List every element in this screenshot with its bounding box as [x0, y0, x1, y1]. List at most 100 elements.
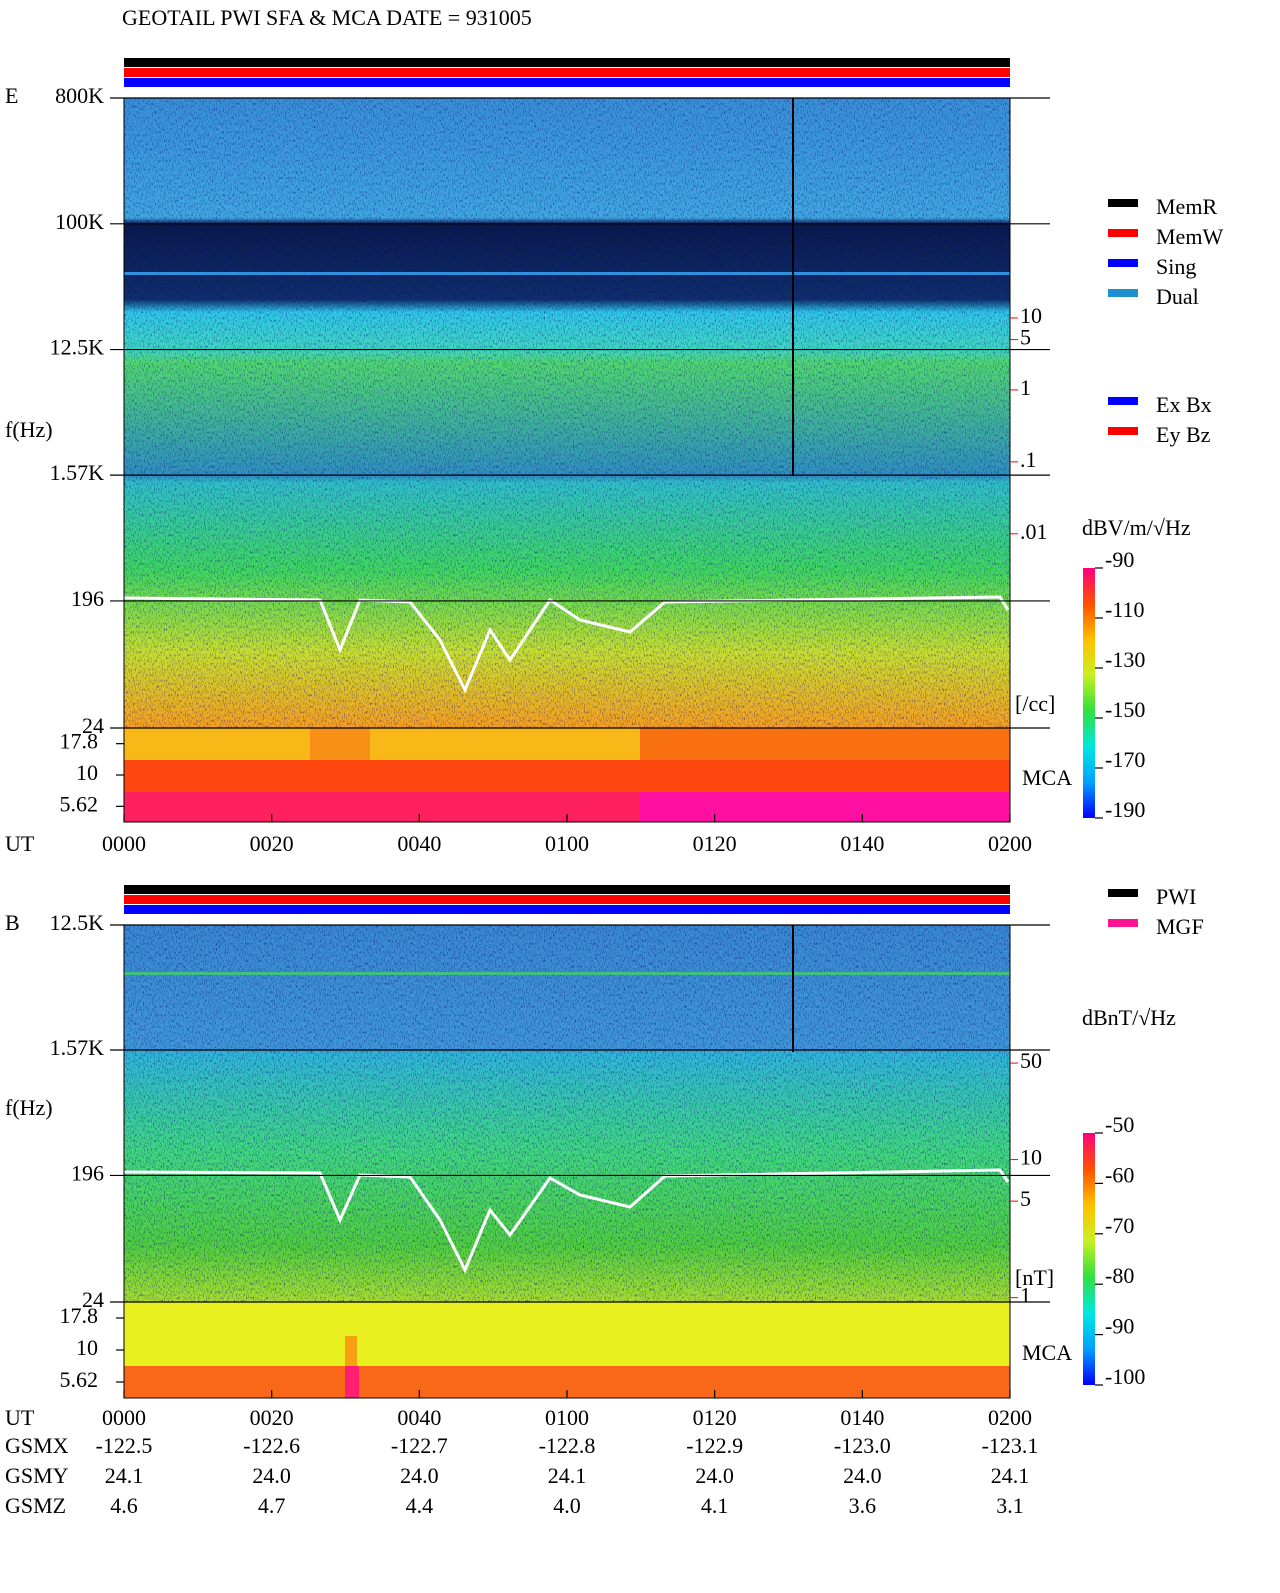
- colorbar-tick-label: -150: [1105, 697, 1145, 722]
- orbit-value: 4.1: [701, 1493, 729, 1518]
- legend-label: PWI: [1156, 884, 1196, 909]
- status-bar: [124, 78, 1010, 87]
- y-axis-label: f(Hz): [5, 1095, 53, 1120]
- orbit-value: -123.1: [982, 1433, 1039, 1458]
- orbit-value: -122.6: [243, 1433, 300, 1458]
- orbit-label: GSMZ: [5, 1493, 66, 1518]
- legend-label: Ey Bz: [1156, 422, 1211, 447]
- orbit-value: -123.0: [834, 1433, 891, 1458]
- panel-label: B: [5, 910, 20, 935]
- mca-channel-label: 10: [76, 1335, 98, 1360]
- orbit-label: GSMY: [5, 1463, 69, 1488]
- y2-tick-label: 5: [1020, 1186, 1031, 1211]
- y-tick-label: 12.5K: [50, 335, 105, 360]
- orbit-value: 24.0: [843, 1463, 882, 1488]
- orbit-label: GSMX: [5, 1433, 69, 1458]
- colorbar-tick-label: -110: [1105, 597, 1145, 622]
- y-tick-label: 196: [71, 1160, 104, 1185]
- y-tick-label: 24: [82, 1287, 104, 1312]
- orbit-value: 24.1: [105, 1463, 144, 1488]
- mca-channel-label: 17.8: [60, 729, 99, 754]
- y2-unit: [/cc]: [1015, 691, 1055, 716]
- colorbar-tick-label: -60: [1105, 1162, 1134, 1187]
- y2-tick-label: 1: [1020, 1283, 1031, 1308]
- y-tick-label: 24: [82, 713, 104, 738]
- mca-channel-label: 5.62: [60, 1367, 99, 1392]
- colorbar-tick-label: -130: [1105, 647, 1145, 672]
- status-bar: [124, 68, 1010, 77]
- legend-label: Dual: [1156, 284, 1199, 309]
- colorbar-tick-label: -190: [1105, 797, 1145, 822]
- status-bar: [124, 58, 1010, 67]
- orbit-value: 24.1: [991, 1463, 1030, 1488]
- x-tick-label: 0000: [102, 1405, 146, 1430]
- y2-tick-label: 5: [1020, 325, 1031, 350]
- legend-swatch: [1108, 397, 1138, 405]
- y2-tick-label: 50: [1020, 1048, 1042, 1073]
- colorbar-tick-label: -50: [1105, 1112, 1134, 1137]
- legend-label: MemW: [1156, 224, 1223, 249]
- x-tick-label: 0140: [840, 831, 884, 856]
- colorbar-title: dBnT/√Hz: [1082, 1005, 1176, 1030]
- x-axis-label: UT: [5, 831, 35, 856]
- x-tick-label: 0040: [397, 831, 441, 856]
- colorbar-tick-label: -90: [1105, 1314, 1134, 1339]
- orbit-value: 24.1: [548, 1463, 587, 1488]
- x-tick-label: 0020: [250, 831, 294, 856]
- y-tick-label: 12.5K: [50, 910, 105, 935]
- mca-label: MCA: [1022, 765, 1072, 790]
- y2-tick-label: .1: [1020, 447, 1037, 472]
- colorbar-tick-label: -90: [1105, 547, 1134, 572]
- x-tick-label: 0200: [988, 1405, 1032, 1430]
- y2-tick-label: .01: [1020, 519, 1048, 544]
- orbit-value: 3.6: [849, 1493, 877, 1518]
- legend-swatch: [1108, 427, 1138, 435]
- colorbar: [1083, 1133, 1095, 1385]
- orbit-value: -122.5: [96, 1433, 153, 1458]
- x-tick-label: 0040: [397, 1405, 441, 1430]
- orbit-value: -122.7: [391, 1433, 448, 1458]
- x-tick-label: 0120: [693, 1405, 737, 1430]
- orbit-value: 4.6: [110, 1493, 138, 1518]
- x-tick-label: 0120: [693, 831, 737, 856]
- x-axis-label: UT: [5, 1405, 35, 1430]
- x-tick-label: 0020: [250, 1405, 294, 1430]
- legend-swatch: [1108, 259, 1138, 267]
- colorbar-tick-label: -170: [1105, 747, 1145, 772]
- orbit-value: 24.0: [400, 1463, 439, 1488]
- legend-label: MemR: [1156, 194, 1217, 219]
- colorbar-tick-label: -100: [1105, 1364, 1145, 1389]
- legend-swatch: [1108, 889, 1138, 897]
- y2-unit: [nT]: [1015, 1265, 1054, 1290]
- x-tick-label: 0200: [988, 831, 1032, 856]
- colorbar-title: dBV/m/√Hz: [1082, 515, 1191, 540]
- y-tick-label: 196: [71, 586, 104, 611]
- y-tick-label: 1.57K: [50, 1035, 105, 1060]
- mca-channel-label: 5.62: [60, 791, 99, 816]
- title: GEOTAIL PWI SFA & MCA DATE = 931005: [122, 5, 532, 30]
- x-tick-label: 0100: [545, 1405, 589, 1430]
- status-bar: [124, 895, 1010, 904]
- y-tick-label: 100K: [55, 209, 104, 234]
- orbit-value: 4.7: [258, 1493, 286, 1518]
- orbit-value: 24.0: [252, 1463, 291, 1488]
- legend-swatch: [1108, 289, 1138, 297]
- x-tick-label: 0000: [102, 831, 146, 856]
- y-tick-label: 1.57K: [50, 460, 105, 485]
- orbit-value: 4.0: [553, 1493, 581, 1518]
- mca-channel-label: 17.8: [60, 1303, 99, 1328]
- legend-swatch: [1108, 199, 1138, 207]
- mca-label: MCA: [1022, 1340, 1072, 1365]
- orbit-value: -122.8: [539, 1433, 596, 1458]
- spectrogram-b: [123, 925, 1010, 1398]
- x-tick-label: 0100: [545, 831, 589, 856]
- y-tick-label: 800K: [55, 83, 104, 108]
- status-bar: [124, 885, 1010, 894]
- y2-tick-label: 10: [1020, 303, 1042, 328]
- x-tick-label: 0140: [840, 1405, 884, 1430]
- legend-label: Sing: [1156, 254, 1196, 279]
- mca-channel-label: 10: [76, 760, 98, 785]
- colorbar-tick-label: -80: [1105, 1263, 1134, 1288]
